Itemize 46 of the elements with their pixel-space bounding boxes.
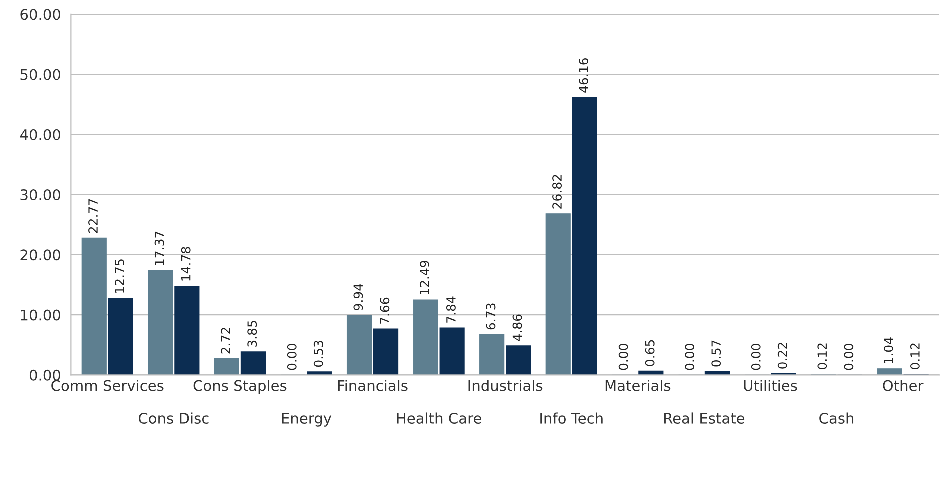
y-tick-label: 20.00: [20, 250, 60, 261]
data-label: 0.12: [818, 344, 828, 370]
data-label: 22.77: [88, 199, 98, 234]
y-tick-label: 0.00: [30, 370, 60, 381]
data-label: 26.82: [552, 175, 562, 209]
data-label: 1.04: [884, 338, 894, 364]
data-label: 6.73: [486, 304, 496, 330]
y-tick-label: 30.00: [20, 190, 60, 201]
data-label: 14.78: [181, 247, 191, 281]
x-tick-label: Financials: [338, 380, 408, 392]
data-label: 17.37: [154, 232, 164, 266]
y-tick-label: 50.00: [20, 69, 60, 80]
data-label: 0.65: [645, 340, 655, 366]
y-tick-label: 10.00: [21, 310, 60, 321]
data-label: 7.66: [380, 298, 390, 324]
data-label: 7.84: [446, 296, 456, 323]
data-label: 0.12: [910, 344, 920, 370]
x-tick-label: Health Care: [397, 412, 482, 424]
y-tick-label: 60.00: [20, 9, 60, 20]
data-label: 4.86: [512, 314, 522, 342]
x-tick-label: Other: [883, 380, 924, 392]
data-label: 0.00: [618, 344, 628, 370]
x-tick-label: Utilities: [744, 380, 798, 392]
x-tick-label: Cons Staples: [194, 380, 287, 394]
x-tick-label: Materials: [606, 380, 671, 392]
data-label: 12.49: [420, 261, 430, 295]
x-tick-label: Energy: [282, 413, 332, 427]
x-tick-label: Cash: [820, 412, 854, 424]
data-label: 0.53: [314, 340, 324, 367]
x-tick-label: Real Estate: [664, 412, 745, 424]
x-tick-label: Info Tech: [540, 412, 603, 424]
data-label: 0.22: [778, 343, 788, 369]
data-label: 0.00: [685, 344, 695, 370]
data-label: 12.75: [115, 260, 125, 293]
data-label: 3.85: [248, 321, 258, 347]
data-label: 46.16: [579, 58, 589, 93]
data-label: 0.57: [712, 340, 722, 367]
x-tick-label: Industrials: [468, 380, 543, 392]
data-label: 9.94: [354, 284, 364, 310]
x-tick-label: Cons Disc: [138, 412, 209, 424]
data-label: 0.00: [751, 344, 761, 370]
y-tick-label: 40.00: [20, 129, 60, 140]
data-label: 0.00: [844, 344, 854, 370]
data-label: 2.72: [221, 328, 230, 354]
data-label: 0.00: [287, 344, 297, 370]
x-tick-label: Comm Services: [52, 380, 164, 392]
